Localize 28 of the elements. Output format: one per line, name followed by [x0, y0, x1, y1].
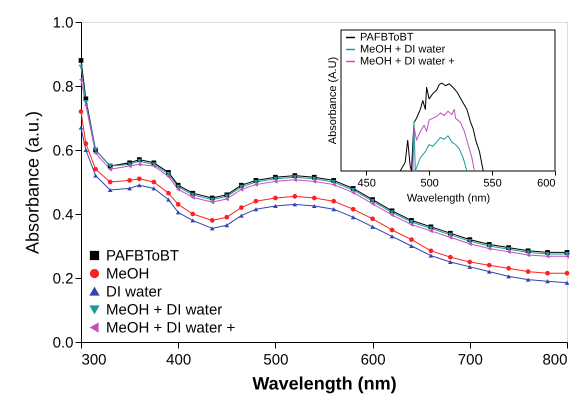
x-tick-label: 300: [82, 352, 107, 368]
y-tick-label: 1.0: [52, 14, 74, 32]
x-tick-label: 450: [357, 178, 376, 190]
legend-label: MeOH: [106, 266, 150, 282]
y-axis-title: Absorbance (a.u.): [22, 110, 43, 254]
x-tick-label: 800: [542, 352, 568, 368]
legend-label: PAFBToBT: [360, 32, 414, 44]
legend-label: MeOH + DI water: [360, 44, 446, 56]
y-axis-title: Absorbance (A.U): [327, 56, 339, 144]
y-tick-label: 0.6: [52, 142, 74, 160]
x-tick-label: 500: [420, 178, 439, 190]
legend-label: DI water: [106, 284, 162, 300]
legend-label: MeOH + DI water: [106, 302, 222, 318]
x-tick-label: 600: [537, 178, 556, 190]
x-axis-title: Wavelength (nm): [252, 374, 397, 394]
x-axis-title: Wavelength (nm): [406, 192, 490, 204]
y-tick-label: 0.2: [52, 270, 74, 288]
x-tick-label: 400: [166, 352, 192, 368]
legend-label: PAFBToBT: [106, 248, 180, 264]
x-tick-label: 700: [458, 352, 483, 368]
x-tick-label: 550: [483, 178, 502, 190]
y-tick-label: 0.8: [52, 78, 74, 96]
x-tick-label: 600: [360, 352, 386, 368]
legend-label: MeOH + DI water +: [106, 320, 236, 336]
x-tick-label: 500: [263, 352, 288, 368]
y-tick-label: 0.4: [52, 206, 74, 224]
legend-label: MeOH + DI water +: [360, 56, 455, 68]
y-tick-label: 0.0: [52, 334, 74, 352]
